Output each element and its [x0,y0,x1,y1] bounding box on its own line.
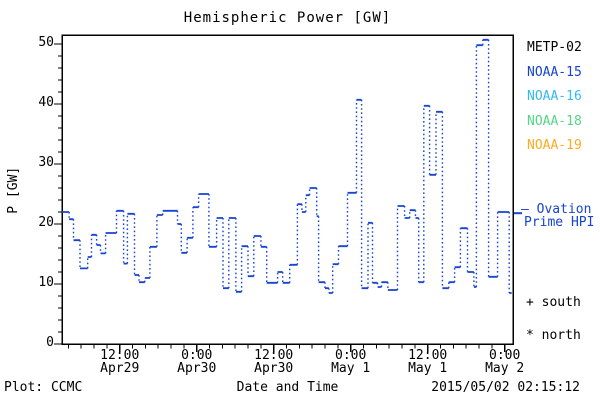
legend-item-noaa-15: NOAA-15 [527,64,582,80]
plot-frame [61,34,514,345]
ovation-prime-label-line2: Prime HPI [524,215,595,230]
x-tick-label: 12:00 May 1 [408,348,448,376]
legend-item-noaa-16: NOAA-16 [527,89,582,104]
y-tick-label: 0 [46,335,54,350]
y-tick-label: 20 [38,215,54,230]
y-tick-label: 30 [38,155,54,170]
legend-item-noaa-19: NOAA-19 [527,138,582,153]
north-marker-label: * north [526,328,581,343]
hpi-step-line [62,38,512,294]
ovation-prime-label-line1: – Ovation [521,202,592,217]
x-axis-title: Date and Time [236,380,339,395]
footer-timestamp: 2015/05/02 02:15:12 [431,380,580,395]
y-tick-label: 40 [38,95,54,110]
x-tick-label: 12:00 Apr29 [100,348,140,376]
x-tick-label: 0:00 May 2 [485,348,525,376]
y-tick-label: 10 [38,275,54,290]
x-tick-label: 0:00 May 1 [331,348,371,376]
y-tick-label: 50 [38,35,54,50]
hpi-step-connectors [68,39,510,293]
legend-item-metp-02: METP-02 [527,40,582,55]
x-tick-label: 0:00 Apr30 [177,348,217,376]
legend-item-noaa-18: NOAA-18 [527,113,582,129]
south-marker-label: + south [526,295,581,310]
x-tick-label: 12:00 Apr30 [254,348,294,376]
footer-plot-source: Plot: CCMC [4,380,83,395]
plot-title: Hemispheric Power [GW] [183,10,392,26]
